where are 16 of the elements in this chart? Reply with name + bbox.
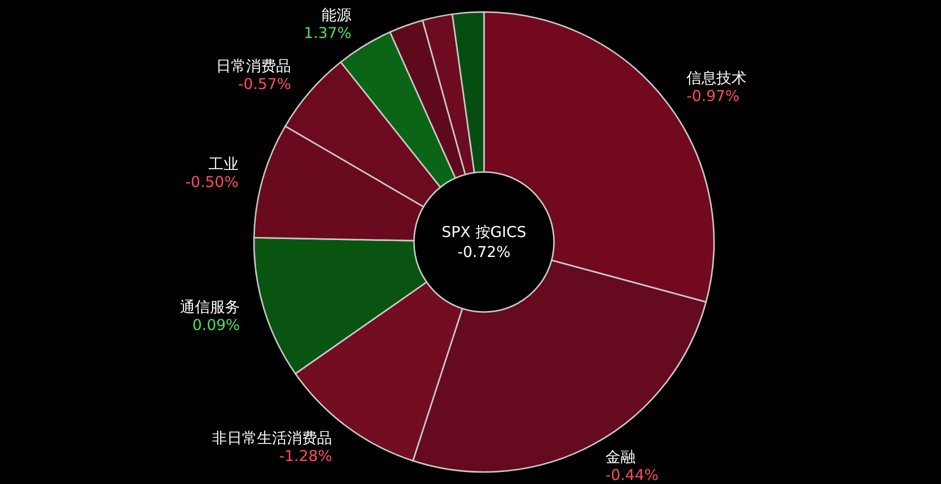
text: SPX 按GICS xyxy=(442,223,526,241)
slice-label: 非日常生活消费品 xyxy=(212,428,332,447)
text: -0.50% xyxy=(185,173,238,192)
text: -0.97% xyxy=(686,86,740,105)
text: -1.28% xyxy=(279,446,332,465)
text: 0.09% xyxy=(192,316,240,334)
slice-label: 能源 xyxy=(321,6,352,24)
slice-label: 金融 xyxy=(605,448,636,466)
text: -0.57% xyxy=(238,75,292,94)
text: 1.37% xyxy=(304,24,352,42)
slice-label: 信息技术 xyxy=(686,68,746,87)
text: -0.44% xyxy=(605,466,659,484)
slice-label: 通信服务 xyxy=(180,298,240,316)
slice-label: 工业 xyxy=(208,155,238,174)
slice-label: 日常消费品 xyxy=(216,57,292,76)
text: -0.72% xyxy=(457,243,511,261)
